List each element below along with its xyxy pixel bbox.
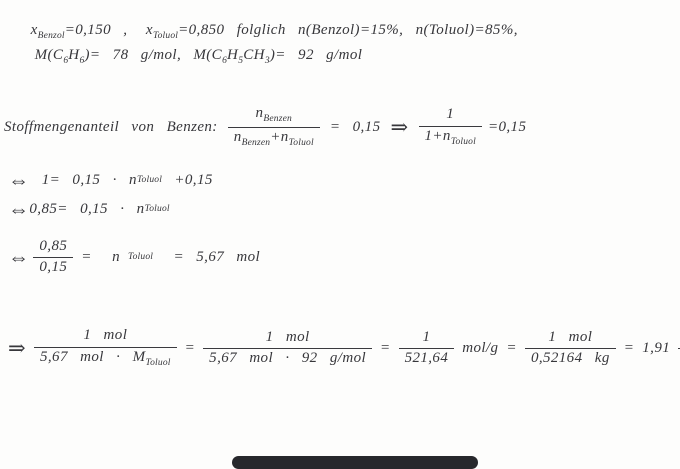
toluol-subscript: Toluol <box>145 357 171 368</box>
fraction-bar <box>524 348 616 349</box>
result-191: 1,91 <box>642 339 671 356</box>
double-left-right-arrow-icon: ⇔ <box>8 167 30 192</box>
benzol-subscript: Benzol <box>37 31 65 41</box>
line-equation-step1: ⇔ 1= 0,15 · n Toluol +0,15 <box>8 168 213 192</box>
equals-sign: = <box>506 339 517 356</box>
benzene-formula: H <box>68 47 80 63</box>
line-mole-fractions: xBenzol=0,150 , xToluol=0,850 folglich n… <box>6 5 518 58</box>
fraction-denominator: 1+nToluol <box>419 128 482 148</box>
toluol-subscript: Toluol <box>136 175 163 185</box>
toluol-subscript: Toluol <box>450 136 476 147</box>
fraction-085-over-015: 0,85 0,15 <box>33 237 74 277</box>
fraction-denominator: 0,15 <box>39 259 68 275</box>
fraction-mol-over-kg: mol kg <box>678 329 680 368</box>
double-right-arrow-icon: ⇒ <box>8 335 26 360</box>
fraction-1-over-52164: 1 521,64 <box>398 328 455 368</box>
fraction-1mol-over-n92: 1 mol 5,67 mol · 92 g/mol <box>203 328 373 368</box>
double-left-right-arrow-icon: ⇔ <box>8 196 30 221</box>
fraction-one-over-1-plus-n-toluol: 1 1+nToluol <box>418 106 482 148</box>
fraction-numerator: 1 <box>422 328 431 345</box>
toluol-subscript: Toluol <box>128 252 154 262</box>
benzen-subscript: Benzen <box>241 138 271 148</box>
fraction-numerator: 1 mol <box>83 327 128 344</box>
one-plus-n: 1+n <box>424 127 451 144</box>
formula-subscript: 6 <box>222 56 228 66</box>
equation-text: 1= 0,15 · n <box>29 171 137 188</box>
fraction-denominator: 5,67 mol · MToluol <box>34 349 177 369</box>
n-symbol: n <box>255 105 264 122</box>
fraction-bar <box>398 348 455 349</box>
fraction-n-benzen-over-total: nBenzen nBenzen+nToluol <box>227 105 320 149</box>
unit-mol-per-g: mol/g <box>462 339 499 356</box>
benzene-molar-mass: )= 78 g/mol, M(C <box>84 47 223 63</box>
equation-text: +0,15 <box>162 171 213 188</box>
fraction-numerator: 0,85 <box>39 237 68 254</box>
equals-015-right: =0,15 <box>487 118 527 135</box>
fraction-bar <box>418 125 482 127</box>
m-symbol: 5,67 mol · M <box>40 348 146 365</box>
fraction-bar <box>678 348 680 349</box>
line-molar-masses: M(C6H6)= 78 g/mol, M(C6H5CH3)= 92 g/mol <box>10 30 362 83</box>
benzene-formula: M(C <box>34 47 64 63</box>
equals-sign: = <box>184 339 196 356</box>
toluene-formula: H <box>227 47 239 63</box>
fraction-denominator: 5,67 mol · 92 g/mol <box>209 350 367 366</box>
fraction-numerator: nBenzen <box>249 105 298 125</box>
fraction-1mol-over-kg: 1 mol 0,52164 kg <box>524 328 616 368</box>
line-equation-step2: ⇔ 0,85= 0,15 · n Toluol <box>8 197 170 221</box>
fraction-bar <box>203 348 373 349</box>
line-molality-calculation: ⇒ 1 mol 5,67 mol · MToluol = 1 mol 5,67 … <box>8 321 680 375</box>
line-n-toluol-result: ⇔ 0,85 0,15 = n Toluol = 5,67 mol <box>8 234 260 280</box>
toluol-subscript: Toluol <box>288 138 314 148</box>
result-567-mol: = 5,67 mol <box>161 248 261 265</box>
plus-n-symbol: +n <box>270 129 289 145</box>
x-toluol-symbol: x <box>145 22 153 38</box>
toluene-molar-mass: )= 92 g/mol <box>269 47 363 63</box>
fraction-bar <box>34 346 177 348</box>
formula-subscript: 6 <box>79 56 85 66</box>
n-symbol: n <box>233 129 242 145</box>
equals-sign: = <box>81 248 105 265</box>
equals-sign: = <box>623 339 635 356</box>
fraction-numerator: 1 <box>446 106 455 123</box>
n-symbol: n <box>112 248 120 265</box>
fraction-1mol-over-nM: 1 mol 5,67 mol · MToluol <box>34 327 177 368</box>
redaction-bar <box>232 456 478 469</box>
fraction-denominator: nBenzen+nToluol <box>228 129 320 149</box>
formula-subscript: 6 <box>63 56 69 66</box>
toluol-subscript: Toluol <box>144 204 170 214</box>
fraction-bar <box>33 257 74 258</box>
x-benzol-value: =0,150 , <box>64 22 146 38</box>
formula-subscript: 3 <box>264 56 270 66</box>
toluene-formula: CH <box>243 47 265 63</box>
fraction-denominator: 521,64 <box>404 350 449 366</box>
stoffmengenanteil-label: Stoffmengenanteil von Benzen: <box>4 118 218 135</box>
equals-015: = 0,15 <box>329 118 381 135</box>
fraction-numerator: 1 mol <box>548 328 593 345</box>
fraction-bar <box>227 127 320 128</box>
equation-text: 0,85= 0,15 · n <box>29 200 145 217</box>
line-stoffmengenanteil: Stoffmengenanteil von Benzen: nBenzen nB… <box>4 100 526 154</box>
x-benzol-symbol: x <box>30 22 38 38</box>
fraction-numerator: 1 mol <box>265 328 310 345</box>
benzen-subscript: Benzen <box>263 114 293 125</box>
toluol-subscript: Toluol <box>152 31 179 41</box>
fraction-denominator: 0,52164 kg <box>530 350 610 366</box>
percent-amounts: n(Benzol)=15%, n(Toluol)=85%, <box>298 22 518 38</box>
double-right-arrow-icon: ⇒ <box>390 114 409 139</box>
equals-sign: = <box>380 339 391 356</box>
formula-subscript: 5 <box>238 56 244 66</box>
x-toluol-value: =0,850 folglich <box>178 22 299 38</box>
double-left-right-arrow-icon: ⇔ <box>8 244 30 269</box>
